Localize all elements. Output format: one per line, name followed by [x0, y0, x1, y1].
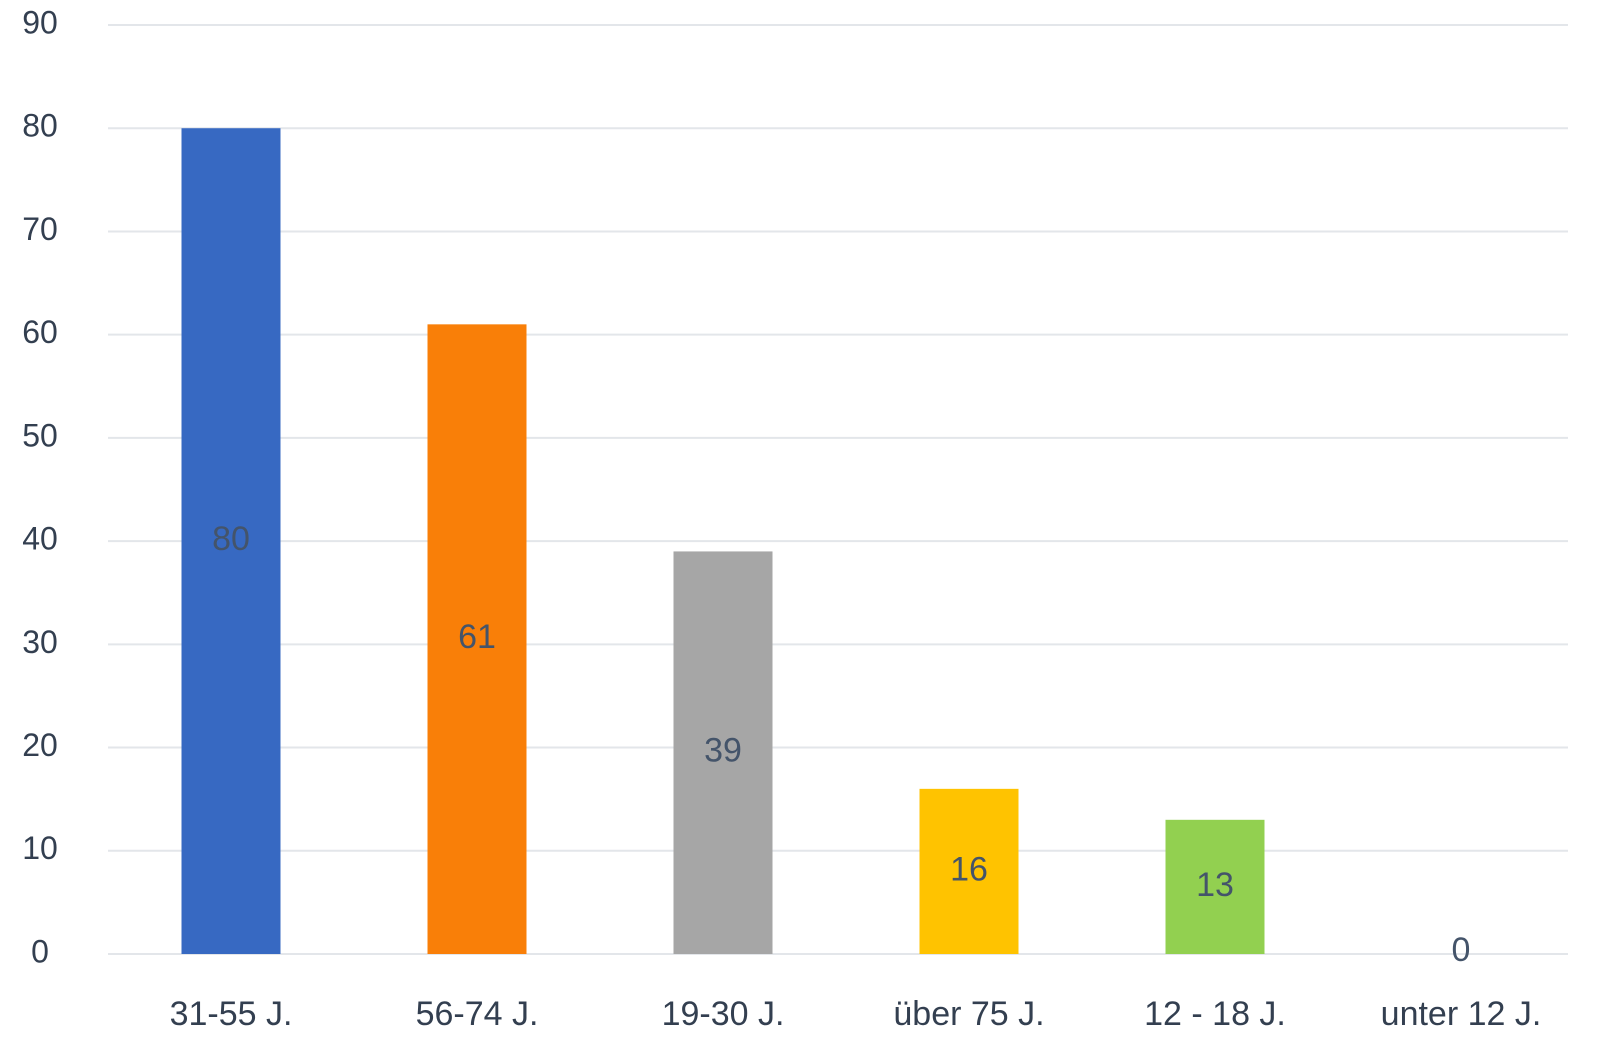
data-label: 61 [458, 618, 496, 656]
bar [1165, 819, 1265, 954]
data-label: 0 [1452, 931, 1471, 969]
y-tick-label: 70 [22, 211, 58, 247]
y-tick-label: 10 [22, 830, 58, 866]
x-tick-label: 31-55 J. [170, 995, 293, 1033]
x-tick-label: unter 12 J. [1381, 995, 1542, 1033]
x-tick-label: 12 - 18 J. [1144, 995, 1286, 1033]
x-tick-label: über 75 J. [893, 995, 1044, 1033]
bar [919, 788, 1019, 954]
data-label: 80 [212, 520, 250, 558]
bar [673, 551, 773, 954]
y-tick-label: 40 [22, 521, 58, 557]
data-label: 39 [704, 732, 742, 770]
bar [427, 324, 527, 954]
y-tick-label: 80 [22, 108, 58, 144]
y-tick-label: 30 [22, 624, 58, 660]
data-label: 16 [950, 850, 988, 888]
data-label: 13 [1196, 866, 1234, 904]
y-tick-label: 0 [31, 933, 49, 969]
y-tick-label: 50 [22, 417, 58, 453]
y-tick-label: 60 [22, 314, 58, 350]
y-tick-label: 90 [22, 4, 58, 40]
y-tick-label: 20 [22, 727, 58, 763]
x-tick-label: 19-30 J. [662, 995, 785, 1033]
bar [181, 128, 281, 954]
x-tick-label: 56-74 J. [416, 995, 539, 1033]
